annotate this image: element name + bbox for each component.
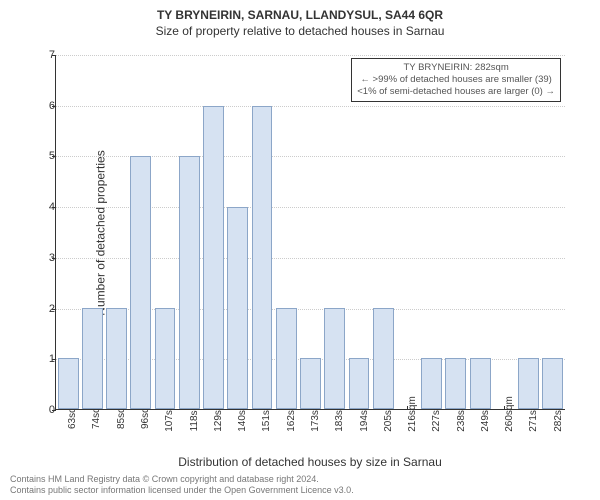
x-tick-slot: 194sqm (346, 410, 370, 460)
bar-slot (153, 55, 177, 409)
bar-slot (226, 55, 250, 409)
bar (155, 308, 176, 409)
bar (130, 156, 151, 409)
x-tick-slot: 162sqm (274, 410, 298, 460)
annotation-line-2: ← >99% of detached houses are smaller (3… (357, 74, 555, 86)
bar-slot (201, 55, 225, 409)
bar-slot (347, 55, 371, 409)
bar (349, 358, 370, 409)
bar (82, 308, 103, 409)
x-tick-slot: 129sqm (201, 410, 225, 460)
annotation-line-3: <1% of semi-detached houses are larger (… (357, 86, 555, 98)
bar-slot (395, 55, 419, 409)
bar (106, 308, 127, 409)
footer-line-1: Contains HM Land Registry data © Crown c… (10, 474, 354, 485)
bar-slot (371, 55, 395, 409)
bar (324, 308, 345, 409)
annotation-box: TY BRYNEIRIN: 282sqm ← >99% of detached … (351, 58, 561, 102)
x-axis-label: Distribution of detached houses by size … (55, 455, 565, 469)
bar-slot (541, 55, 565, 409)
x-tick-slot: 282sqm (541, 410, 565, 460)
bar-slot (250, 55, 274, 409)
chart-title-1: TY BRYNEIRIN, SARNAU, LLANDYSUL, SA44 6Q… (0, 0, 600, 22)
x-tick-slot: 63sqm (55, 410, 79, 460)
bar-slot (177, 55, 201, 409)
bar-slot (516, 55, 540, 409)
x-tick-slot: 227sqm (419, 410, 443, 460)
bar (470, 358, 491, 409)
bar (203, 106, 224, 409)
x-tick-slot: 216sqm (395, 410, 419, 460)
bar (58, 358, 79, 409)
x-tick-slot: 260sqm (492, 410, 516, 460)
annotation-title: TY BRYNEIRIN: 282sqm (357, 62, 555, 74)
bar (518, 358, 539, 409)
bar-slot (468, 55, 492, 409)
x-tick-slot: 107sqm (152, 410, 176, 460)
bar-slot (274, 55, 298, 409)
bar (421, 358, 442, 409)
bar (252, 106, 273, 409)
bar-slot (80, 55, 104, 409)
bar (542, 358, 563, 409)
y-axis-ticks: 01234567 (35, 55, 55, 410)
x-tick-slot: 96sqm (128, 410, 152, 460)
x-tick-slot: 249sqm (468, 410, 492, 460)
bar-slot (104, 55, 128, 409)
bar-slot (56, 55, 80, 409)
bar-slot (444, 55, 468, 409)
x-tick-slot: 118sqm (176, 410, 200, 460)
bar (179, 156, 200, 409)
bar-slot (492, 55, 516, 409)
bar (227, 207, 248, 409)
bar (276, 308, 297, 409)
bar (373, 308, 394, 409)
x-tick-slot: 173sqm (298, 410, 322, 460)
bar (445, 358, 466, 409)
x-tick-slot: 151sqm (249, 410, 273, 460)
plot-area: TY BRYNEIRIN: 282sqm ← >99% of detached … (55, 55, 565, 410)
x-tick-slot: 238sqm (444, 410, 468, 460)
bar (300, 358, 321, 409)
x-tick-slot: 271sqm (516, 410, 540, 460)
x-tick-slot: 74sqm (79, 410, 103, 460)
bar-slot (323, 55, 347, 409)
x-tick-slot: 205sqm (371, 410, 395, 460)
x-tick-slot: 183sqm (322, 410, 346, 460)
bars-container (56, 55, 565, 409)
footer-line-2: Contains public sector information licen… (10, 485, 354, 496)
bar-slot (129, 55, 153, 409)
x-tick-slot: 140sqm (225, 410, 249, 460)
x-tick-slot: 85sqm (104, 410, 128, 460)
bar-slot (298, 55, 322, 409)
chart-title-2: Size of property relative to detached ho… (0, 22, 600, 38)
bar-slot (420, 55, 444, 409)
footer: Contains HM Land Registry data © Crown c… (10, 474, 354, 496)
x-axis-ticks: 63sqm74sqm85sqm96sqm107sqm118sqm129sqm14… (55, 410, 565, 460)
